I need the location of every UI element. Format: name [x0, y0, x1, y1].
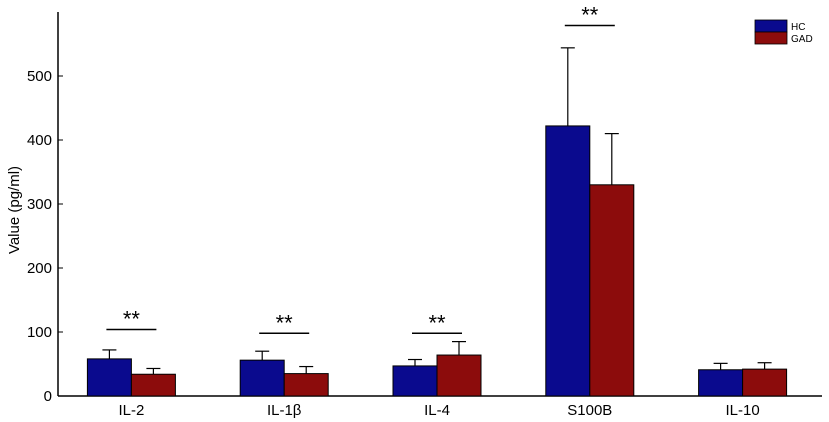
x-tick-label: IL-1β — [267, 402, 302, 419]
bar-hc-2 — [392, 365, 438, 397]
y-tick-label: 0 — [44, 388, 52, 405]
significance-label: ** — [428, 310, 446, 335]
legend-swatch-hc — [754, 19, 788, 33]
x-tick-label: IL-2 — [118, 402, 144, 419]
bar-gad-3 — [589, 184, 635, 397]
y-tick-label: 500 — [27, 68, 52, 85]
y-tick-label: 400 — [27, 132, 52, 149]
bar-gad-1 — [283, 373, 329, 397]
bar-gad-0 — [130, 373, 176, 397]
significance-label: ** — [276, 310, 294, 335]
significance-label: ** — [123, 306, 141, 331]
bar-gad-4 — [742, 368, 788, 397]
bar-hc-3 — [545, 125, 591, 397]
axes: 0 100 200 300 400 500 Value (pg/ml) — [6, 12, 822, 405]
legend-label-gad: GAD — [791, 34, 813, 45]
bars — [86, 125, 788, 397]
category-labels: IL-2 IL-1β IL-4 S100B IL-10 — [118, 402, 759, 419]
x-tick-label: IL-10 — [725, 402, 759, 419]
y-tick-label: 300 — [27, 196, 52, 213]
y-tick-label: 200 — [27, 260, 52, 277]
bar-hc-1 — [239, 359, 285, 397]
x-tick-label: S100B — [567, 402, 612, 419]
bar-hc-0 — [86, 358, 132, 397]
error-bars — [102, 47, 772, 375]
bar-gad-2 — [436, 354, 482, 397]
bar-hc-4 — [698, 369, 744, 397]
y-axis-label: Value (pg/ml) — [6, 166, 23, 254]
significance-label: ** — [581, 2, 599, 27]
legend-swatch-gad — [754, 31, 788, 45]
significance-markers: ** ** ** ** — [106, 2, 615, 335]
y-tick-label: 100 — [27, 324, 52, 341]
x-tick-label: IL-4 — [424, 402, 450, 419]
legend-label-hc: HC — [791, 22, 805, 33]
